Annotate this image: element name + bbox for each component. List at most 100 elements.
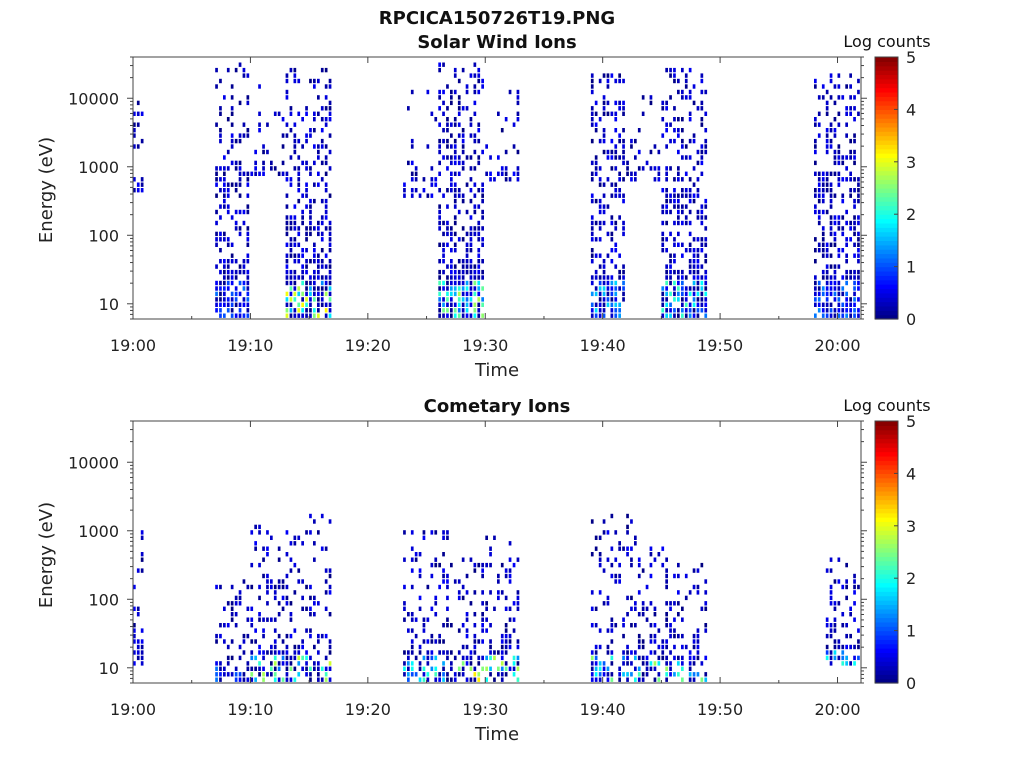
spectrogram-cell: [453, 302, 457, 307]
spectrogram-cell: [677, 655, 680, 661]
spectrogram-cell: [469, 215, 473, 220]
spectrogram-cell: [285, 308, 289, 313]
spectrogram-cell: [328, 612, 332, 617]
spectrogram-cell: [590, 259, 594, 264]
spectrogram-cell: [653, 666, 657, 671]
spectrogram-cell: [817, 286, 821, 291]
colorbar-segment: [875, 473, 898, 479]
spectrogram-cell: [590, 248, 594, 253]
spectrogram-cell: [489, 171, 492, 176]
spectrogram-cell: [841, 650, 845, 655]
spectrogram-cell: [849, 644, 852, 650]
spectrogram-cell: [649, 166, 653, 171]
spectrogram-cell: [438, 122, 441, 127]
spectrogram-cell: [403, 661, 406, 666]
spectrogram-cell: [473, 291, 477, 297]
spectrogram-cell: [434, 117, 438, 122]
spectrogram-cell: [461, 275, 465, 280]
colorbar-tick-label: 4: [906, 100, 916, 119]
spectrogram-cell: [246, 259, 250, 264]
spectrogram-cell: [704, 677, 708, 682]
spectrogram-cell: [313, 253, 316, 258]
spectrogram-cell: [622, 193, 625, 198]
spectrogram-cell: [305, 606, 308, 611]
spectrogram-cell: [270, 584, 273, 590]
spectrogram-cell: [684, 73, 688, 78]
spectrogram-cell: [857, 259, 860, 264]
spectrogram-cell: [669, 633, 672, 639]
spectrogram-cell: [833, 291, 837, 297]
spectrogram-cell: [136, 188, 140, 193]
spectrogram-cell: [489, 155, 492, 160]
spectrogram-cell: [285, 313, 289, 318]
spectrogram-cell: [320, 291, 324, 297]
spectrogram-cell: [841, 661, 845, 666]
colorbar-segment: [875, 135, 898, 141]
spectrogram-cell: [297, 535, 301, 540]
spectrogram-cell: [320, 231, 324, 237]
spectrogram-cell: [285, 269, 289, 275]
spectrogram-cell: [477, 138, 481, 144]
spectrogram-cell: [594, 100, 598, 106]
spectrogram-cell: [457, 237, 461, 242]
spectrogram-cell: [293, 308, 297, 313]
spectrogram-cell: [136, 639, 140, 644]
spectrogram-cell: [273, 650, 277, 655]
spectrogram-cell: [446, 535, 449, 540]
spectrogram-cell: [281, 117, 285, 122]
spectrogram-cell: [226, 166, 230, 171]
spectrogram-cell: [837, 144, 841, 149]
spectrogram-cell: [610, 617, 614, 622]
spectrogram-cell: [665, 269, 668, 275]
spectrogram-cell: [508, 89, 512, 95]
spectrogram-cell: [837, 149, 841, 155]
spectrogram-cell: [602, 209, 606, 215]
spectrogram-cell: [246, 308, 250, 313]
spectrogram-cell: [500, 562, 504, 568]
spectrogram-cell: [837, 253, 841, 258]
colorbar-segment: [875, 288, 898, 294]
spectrogram-cell: [626, 171, 629, 176]
spectrogram-cell: [606, 155, 610, 160]
spectrogram-cell: [309, 655, 312, 661]
spectrogram-cell: [637, 677, 641, 682]
spectrogram-cell: [606, 644, 610, 650]
spectrogram-cell: [661, 248, 665, 253]
spectrogram-cell: [821, 198, 825, 204]
spectrogram-cell: [234, 269, 238, 275]
spectrogram-cell: [594, 166, 598, 171]
spectrogram-cell: [857, 269, 860, 275]
spectrogram-cell: [681, 144, 684, 149]
spectrogram-cell: [133, 128, 136, 133]
spectrogram-cell: [845, 302, 848, 307]
colorbar-tick-label: 3: [906, 517, 916, 536]
spectrogram-cell: [250, 655, 254, 661]
spectrogram-cell: [230, 133, 234, 138]
spectrogram-cell: [293, 269, 297, 275]
spectrogram-cell: [238, 601, 242, 606]
spectrogram-cell: [626, 655, 629, 661]
spectrogram-cell: [853, 302, 856, 307]
spectrogram-cell: [320, 220, 324, 226]
spectrogram-cell: [136, 655, 140, 661]
spectrogram-cell: [469, 133, 473, 138]
spectrogram-cell: [281, 144, 285, 149]
spectrogram-cell: [473, 562, 477, 568]
spectrogram-cell: [829, 557, 833, 562]
spectrogram-cell: [677, 242, 680, 247]
spectrogram-cell: [829, 138, 833, 144]
spectrogram-cell: [219, 106, 222, 111]
spectrogram-cell: [246, 302, 250, 307]
spectrogram-cell: [622, 672, 625, 677]
spectrogram-cell: [821, 248, 825, 253]
spectrogram-cell: [473, 100, 477, 106]
burst: [250, 524, 297, 682]
spectrogram-cell: [516, 117, 520, 122]
spectrogram-cell: [446, 122, 449, 127]
colorbar-tick-label: 2: [906, 569, 916, 588]
colorbar-segment: [875, 512, 898, 518]
spectrogram-cell: [324, 264, 328, 269]
spectrogram-cell: [309, 530, 312, 535]
spectrogram-cell: [853, 644, 856, 650]
spectrogram-cell: [457, 122, 461, 127]
